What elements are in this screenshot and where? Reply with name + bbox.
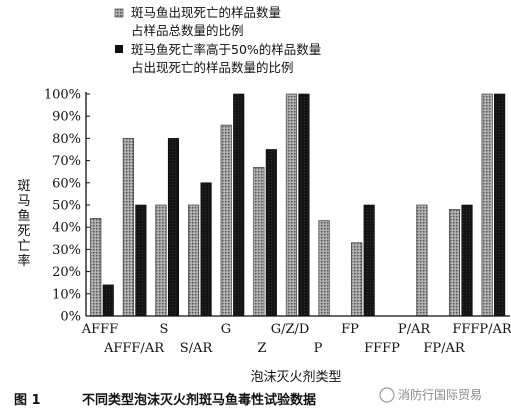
x-axis-label: 泡沫灭火剂类型 [250,370,341,385]
legend-label-series-2-line-1: 斑马鱼死亡率高于50%的样品数量 [131,42,321,57]
bar-dotted-g-z-d [285,93,297,317]
x-category-label: AFFF [81,322,118,337]
figure-caption-text: 不同类型泡沫灭火剂斑马鱼毒性试验数据 [82,392,316,408]
bar-solid-afff [102,284,114,317]
bar-dotted-afff-ar [122,138,134,317]
y-axis-label: 斑马鱼死亡率 [17,179,30,269]
y-tick-label: 20% [52,265,81,280]
y-axis-label-char: 死 [17,224,30,239]
plot-area: 0% 10% 20% 30% 40% 50% 60% 70% 80% 90% 100% AFFF AFF… [44,88,511,357]
figure-caption-label: 图 1 [14,393,41,408]
legend-label-series-2-line-2: 占出现死亡的样品数量的比例 [131,60,294,75]
y-tick-label: 80% [52,132,81,147]
legend-label-series-1-line-1: 斑马鱼出现死亡的样品数量 [131,5,281,20]
legend-swatch-solid [115,45,123,53]
bar-solid-fffp-ar [494,93,506,317]
y-tick-label: 90% [52,110,81,125]
bar-dotted-fp [351,242,363,317]
y-tick-label: 30% [52,243,81,258]
y-axis-label-char: 斑 [17,179,30,194]
bar-solid-s [167,138,180,317]
x-category-label: G/Z/D [271,322,310,337]
watermark-icon [379,387,395,403]
x-category-label: P [314,341,323,356]
y-axis-label-char: 鱼 [17,208,30,224]
y-tick-label: 100% [44,88,81,103]
x-category-label: S/AR [180,341,214,356]
x-category-label: FP [341,322,359,337]
y-tick-label: 40% [52,221,81,236]
bar-solid-fp [363,204,375,317]
bar-dotted-z [253,166,265,317]
x-category-label: FFFP [364,341,400,356]
bar-solid-g [233,93,245,317]
y-axis-label-char: 亡 [17,239,30,254]
bar-dotted-s-ar [188,204,200,317]
x-category-label: AFFF/AR [103,341,165,356]
y-tick-label: 70% [52,154,81,169]
x-category-label: S [160,322,169,337]
watermark-text: 消防行国际贸易 [398,387,482,402]
x-category-label: G [221,322,231,337]
bar-solid-fp-ar [461,204,473,317]
y-tick-label: 10% [52,287,81,302]
y-axis-label-char: 率 [17,253,30,269]
x-category-label: FFFP/AR [452,322,511,337]
x-category-label: FP/AR [423,341,466,356]
x-category-label: Z [257,341,266,356]
x-category-label: P/AR [398,322,432,337]
bar-solid-g-z-d [298,93,310,317]
bar-solid-z [265,149,277,317]
y-tick-label: 0% [60,310,81,325]
bar-solid-afff-ar [135,204,147,317]
bar-solid-s-ar [200,182,212,317]
legend: 斑马鱼出现死亡的样品数量 占样品总数量的比例 斑马鱼死亡率高于50%的样品数量 … [114,5,321,75]
bar-dotted-afff [90,218,102,317]
bar-dotted-p [318,220,330,317]
y-tick-label: 60% [52,176,81,191]
y-axis-label-char: 马 [17,194,30,209]
bar-dotted-p-ar [416,204,428,317]
bar-dotted-fp-ar [448,209,461,317]
bar-dotted-g [220,124,232,317]
legend-swatch-dotted [114,8,124,18]
bar-dotted-fffp-ar [481,93,493,317]
bar-dotted-s [155,204,167,317]
watermark: 消防行国际贸易 [379,387,482,403]
y-tick-label: 50% [52,199,81,214]
legend-label-series-1-line-2: 占样品总数量的比例 [131,23,244,38]
